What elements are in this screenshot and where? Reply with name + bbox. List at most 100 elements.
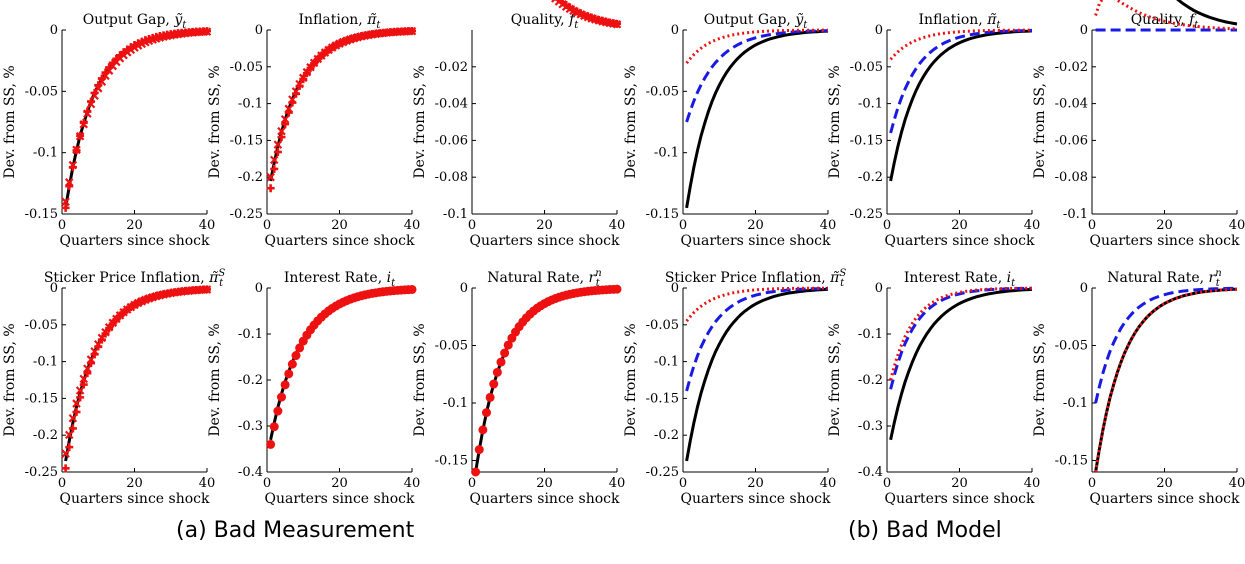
series-marker-x xyxy=(277,126,286,136)
y-tick-label: -0.15 xyxy=(646,207,679,222)
series-line-dotted xyxy=(889,28,1032,61)
x-tick-label: 20 xyxy=(747,476,764,491)
y-tick-label: -0.05 xyxy=(1055,339,1088,354)
y-tick-label: -0.15 xyxy=(230,133,263,148)
series-marker-x xyxy=(284,104,294,114)
series-line-dashed xyxy=(889,28,1033,134)
caption-bad-measurement: (a) Bad Measurement xyxy=(176,518,415,543)
y-tick-label: -0.05 xyxy=(230,60,263,75)
y-tick-label: -0.25 xyxy=(646,465,679,480)
y-tick-label: -0.15 xyxy=(25,207,58,222)
y-tick-label: 0 xyxy=(671,23,679,38)
y-tick-label: -0.3 xyxy=(238,419,263,434)
x-tick-label: 0 xyxy=(883,476,891,491)
series-marker-x xyxy=(280,115,290,124)
y-tick-label: -0.1 xyxy=(1063,396,1088,411)
panel-title: Interest Rate, it xyxy=(284,270,396,289)
panel-title: Output Gap, ỹt xyxy=(704,12,809,31)
y-tick-label: -0.4 xyxy=(858,465,883,480)
y-tick-label: 0 xyxy=(875,281,883,296)
chart-panel-6: Natural Rate, rn t0-0.05-0.1-0.150 20 40Qua… xyxy=(412,268,625,507)
x-tick-label: 0 xyxy=(679,218,687,233)
series-marker-dot xyxy=(474,445,484,455)
series-marker-x xyxy=(612,19,622,29)
series-marker-dot xyxy=(407,284,417,294)
series-marker-x xyxy=(86,99,96,109)
y-axis-label: Dev. from SS, % xyxy=(827,323,843,436)
series-marker-dot xyxy=(280,380,290,390)
series-marker-dot xyxy=(503,340,513,350)
series-line-dotted xyxy=(1094,0,1238,31)
x-tick-label: 0 xyxy=(58,476,66,491)
y-tick-label: -0.25 xyxy=(25,465,58,480)
y-axis-label: Dev. from SS, % xyxy=(412,323,428,436)
chart-panel-3: Quality, f̃t -0.02 -0.04 -0.06 -0.08 -0.10 20 4… xyxy=(412,0,625,249)
y-axis-label: Dev. from SS, % xyxy=(1032,323,1048,436)
y-tick-label: -0.2 xyxy=(238,373,263,388)
y-axis-label: Dev. from SS, % xyxy=(207,65,223,178)
series-marker-x xyxy=(97,77,107,87)
series-marker-x xyxy=(291,87,301,96)
x-tick-label: 20 xyxy=(747,218,764,233)
chart-panel-4: Sticker Price Inflation, π̃S t0-0.05-0.1-… xyxy=(2,268,225,507)
y-tick-label: -0.15 xyxy=(25,391,58,406)
series-marker-dot xyxy=(273,406,283,416)
x-tick-label: 40 xyxy=(609,476,626,491)
y-tick-label: -0.1 xyxy=(654,355,679,370)
series-marker-x xyxy=(295,79,304,89)
y-tick-label: -0.02 xyxy=(435,60,468,75)
y-tick-label: -0.05 xyxy=(25,84,58,99)
y-tick-label: -0.1 xyxy=(858,327,883,342)
series-marker-dot xyxy=(500,348,510,358)
series-marker-plus xyxy=(65,443,74,452)
y-tick-label: -0.1 xyxy=(1063,207,1088,222)
x-tick-label: 0 xyxy=(1088,218,1096,233)
series-line-solid xyxy=(889,287,1033,441)
y-axis-label: Dev. from SS, % xyxy=(827,65,843,178)
x-tick-label: 40 xyxy=(1229,218,1245,233)
y-tick-label: -0.2 xyxy=(33,428,58,443)
series-marker-plus xyxy=(61,203,70,212)
series-marker-x xyxy=(97,333,107,343)
y-tick-label: -0.25 xyxy=(230,207,263,222)
series-marker-x xyxy=(72,399,81,408)
y-tick-label: -0.25 xyxy=(850,207,883,222)
y-tick-label: 0 xyxy=(255,281,263,296)
series-marker-x xyxy=(86,355,96,364)
panel-title: Inflation, π̃t xyxy=(919,12,1002,31)
series-marker-plus xyxy=(76,393,85,402)
series-marker-x xyxy=(68,160,78,170)
series-marker-dot xyxy=(485,392,495,402)
series-marker-dot xyxy=(284,369,294,379)
series-marker-x xyxy=(273,140,283,149)
y-tick-label: 0 xyxy=(875,23,883,38)
x-axis-label: Quarters since shock xyxy=(60,233,210,249)
y-tick-label: -0.1 xyxy=(858,97,883,112)
series-marker-dot xyxy=(266,439,276,449)
panel-title: Quality, f̃t xyxy=(511,10,580,31)
y-tick-label: -0.15 xyxy=(850,133,883,148)
y-tick-label: -0.1 xyxy=(238,327,263,342)
series-line-solid xyxy=(685,29,829,209)
x-tick-label: 20 xyxy=(126,476,143,491)
series-marker-plus xyxy=(281,120,290,129)
x-tick-label: 40 xyxy=(1024,476,1041,491)
series-marker-dot xyxy=(277,392,286,402)
x-axis-label: Quarters since shock xyxy=(265,233,415,249)
series-line-dashed xyxy=(1094,286,1238,404)
x-tick-label: 40 xyxy=(404,476,421,491)
x-tick-label: 20 xyxy=(126,218,143,233)
series-line-solid xyxy=(64,29,208,209)
y-tick-label: 0 xyxy=(1080,23,1088,38)
series-line-dotted xyxy=(1094,287,1238,473)
panel-title: Sticker Price Inflation, π̃S t xyxy=(665,268,847,289)
y-tick-label: -0.1 xyxy=(238,97,263,112)
x-tick-label: 20 xyxy=(536,476,553,491)
y-tick-label: -0.1 xyxy=(33,355,58,370)
series-marker-dot xyxy=(612,284,622,294)
y-axis-label: Dev. from SS, % xyxy=(623,323,639,436)
series-line-dotted xyxy=(685,28,828,65)
series-line-solid xyxy=(1094,287,1238,473)
series-marker-dot xyxy=(471,467,481,477)
x-axis-label: Quarters since shock xyxy=(60,491,210,507)
